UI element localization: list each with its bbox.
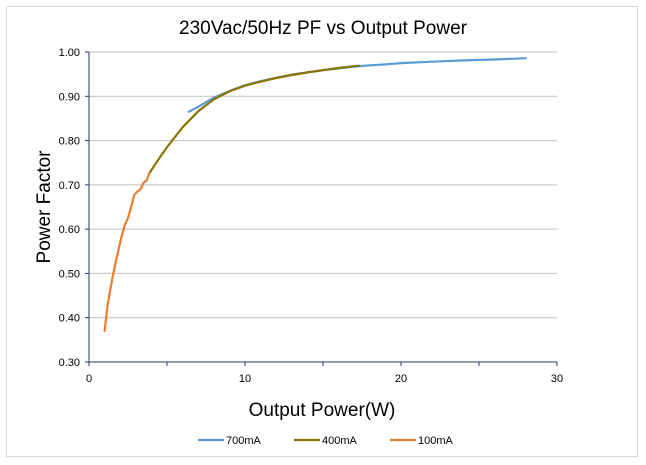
legend: 700mA 400mA 100mA (198, 435, 454, 447)
x-tick-labels: 0 10 20 30 (86, 373, 563, 385)
legend-label-400mA: 400mA (322, 435, 358, 447)
chart-frame (6, 6, 638, 457)
legend-label-100mA: 100mA (418, 435, 454, 447)
y-tick-label: 0.90 (59, 91, 80, 103)
series-lines (103, 57, 527, 333)
y-tick-label: 0.70 (59, 180, 80, 192)
y-tick-label: 0.60 (59, 224, 80, 236)
x-axis-title: Output Power(W) (249, 400, 396, 421)
y-tick-label: 0.50 (59, 268, 80, 280)
y-tick-label: 0.80 (59, 136, 80, 148)
y-tick-label: 1.00 (59, 47, 80, 59)
series-line-400mA (148, 64, 360, 174)
x-tick-label: 30 (551, 373, 563, 385)
chart-title: 230Vac/50Hz PF vs Output Power (179, 18, 468, 39)
series-line-100mA (103, 172, 151, 333)
x-tick-label: 0 (86, 373, 92, 385)
axes (85, 51, 558, 366)
y-tick-label: 0.30 (59, 357, 80, 369)
y-tick-label: 0.40 (59, 313, 80, 325)
x-tick-label: 20 (395, 373, 407, 385)
x-tick-label: 10 (239, 373, 251, 385)
y-tick-labels: 0.30 0.40 0.50 0.60 0.70 0.80 0.90 1.00 (59, 47, 80, 369)
legend-label-700mA: 700mA (226, 435, 262, 447)
gridlines (89, 51, 557, 319)
y-axis-title: Power Factor (34, 150, 55, 264)
